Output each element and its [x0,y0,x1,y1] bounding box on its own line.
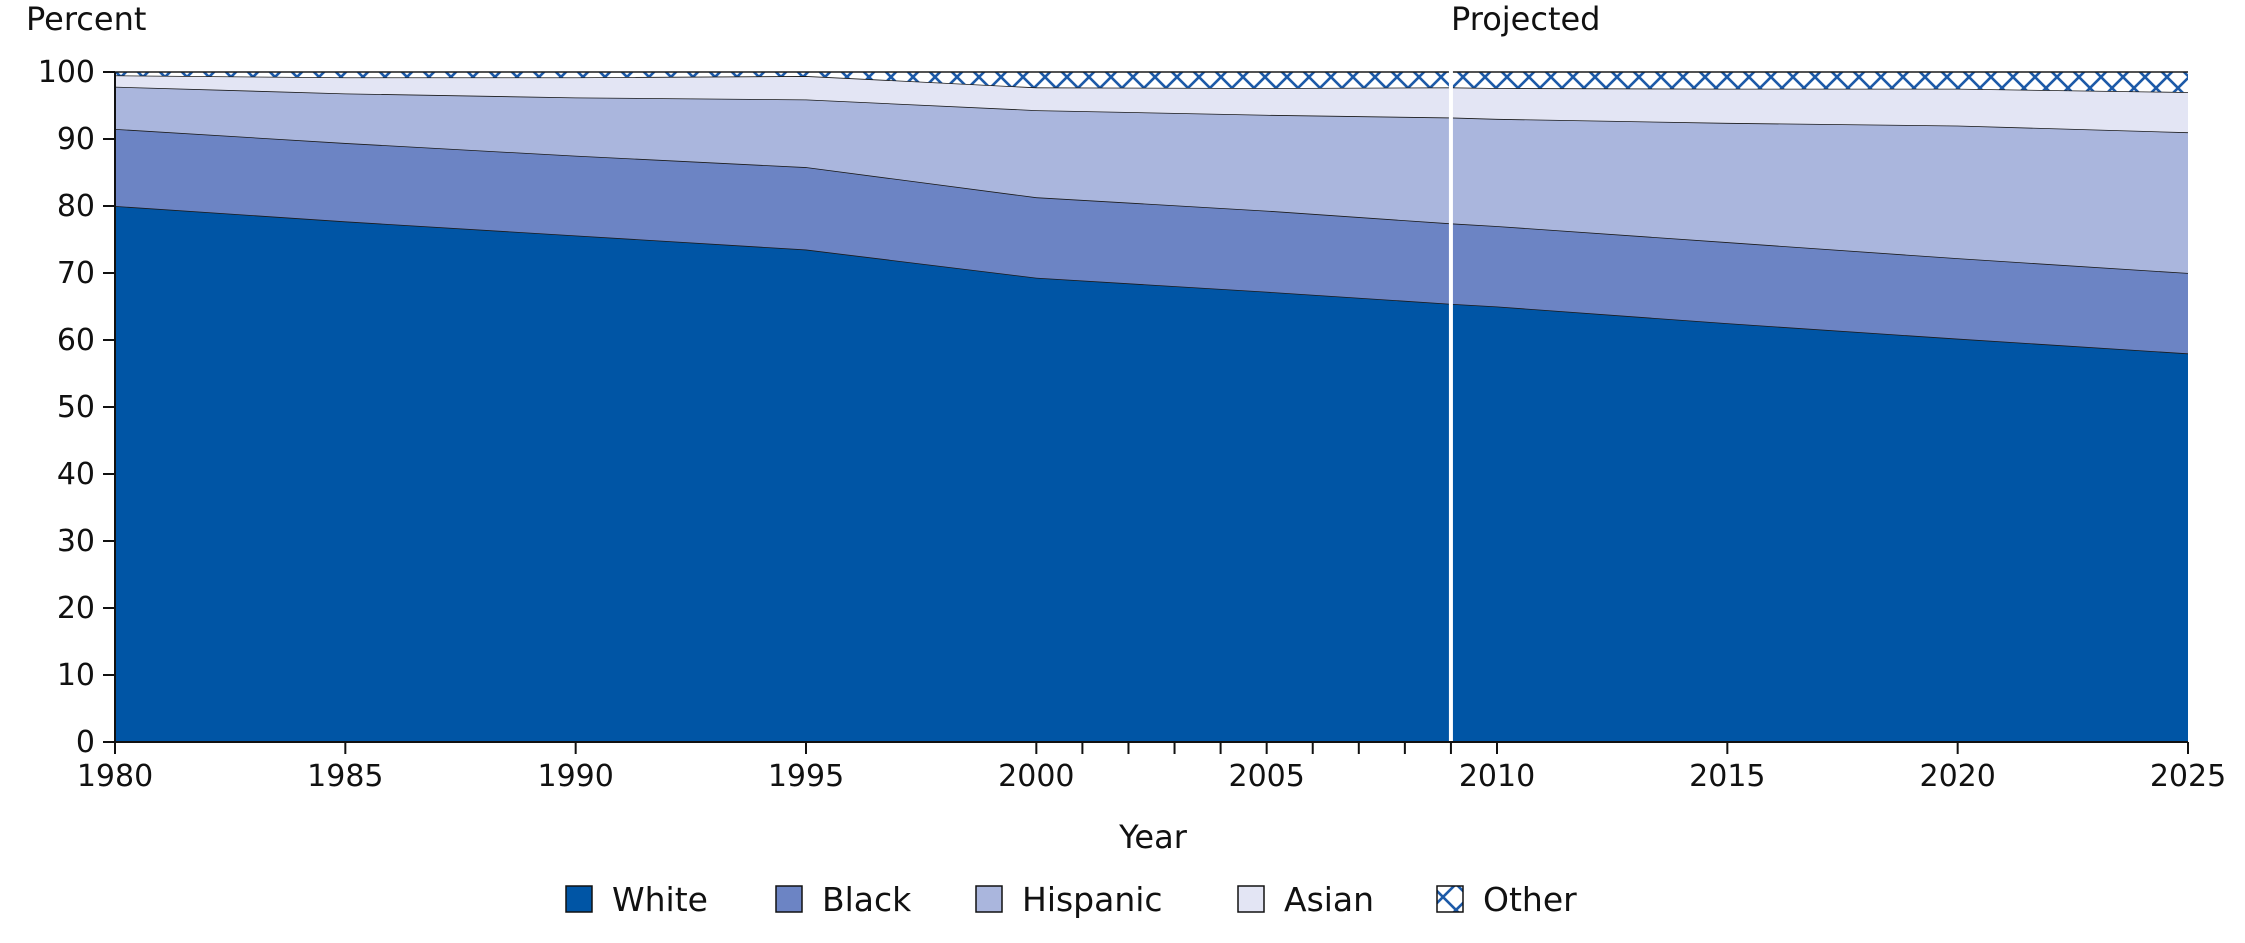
y-tick-label: 70 [57,256,95,291]
x-tick-label: 1990 [537,759,613,794]
legend-swatch-white [566,886,592,912]
x-tick-label: 2005 [1228,759,1304,794]
legend-label-other: Other [1483,880,1577,919]
y-tick-label: 30 [57,524,95,559]
x-tick-label: 1980 [77,759,153,794]
x-tick-label: 2010 [1459,759,1535,794]
x-tick-label: 2000 [998,759,1074,794]
y-axis-title: Percent [26,0,146,38]
x-tick-label: 2025 [2150,759,2226,794]
legend-label-white: White [612,880,708,919]
projected-label: Projected [1451,0,1600,38]
legend: White Black Hispanic Asian Other [566,880,1577,919]
legend-label-hispanic: Hispanic [1022,880,1163,919]
y-tick-label: 0 [76,725,95,760]
y-tick-label: 50 [57,390,95,425]
y-tick-label: 80 [57,189,95,224]
y-tick-label: 90 [57,122,95,157]
x-tick-label: 2020 [1919,759,1995,794]
legend-swatch-other [1437,886,1463,912]
y-tick-label: 20 [57,591,95,626]
x-tick-label: 1995 [768,759,844,794]
legend-label-asian: Asian [1284,880,1374,919]
legend-swatch-black [776,886,802,912]
x-tick-label: 1985 [307,759,383,794]
y-tick-label: 40 [57,457,95,492]
legend-label-black: Black [822,880,912,919]
y-tick-label: 10 [57,658,95,693]
y-tick-label: 60 [57,323,95,358]
legend-swatch-hispanic [976,886,1002,912]
x-axis-title: Year [1118,818,1188,856]
area-layer [115,72,2188,742]
legend-swatch-asian [1238,886,1264,912]
y-tick-label: 100 [38,55,95,90]
x-tick-label: 2015 [1689,759,1765,794]
